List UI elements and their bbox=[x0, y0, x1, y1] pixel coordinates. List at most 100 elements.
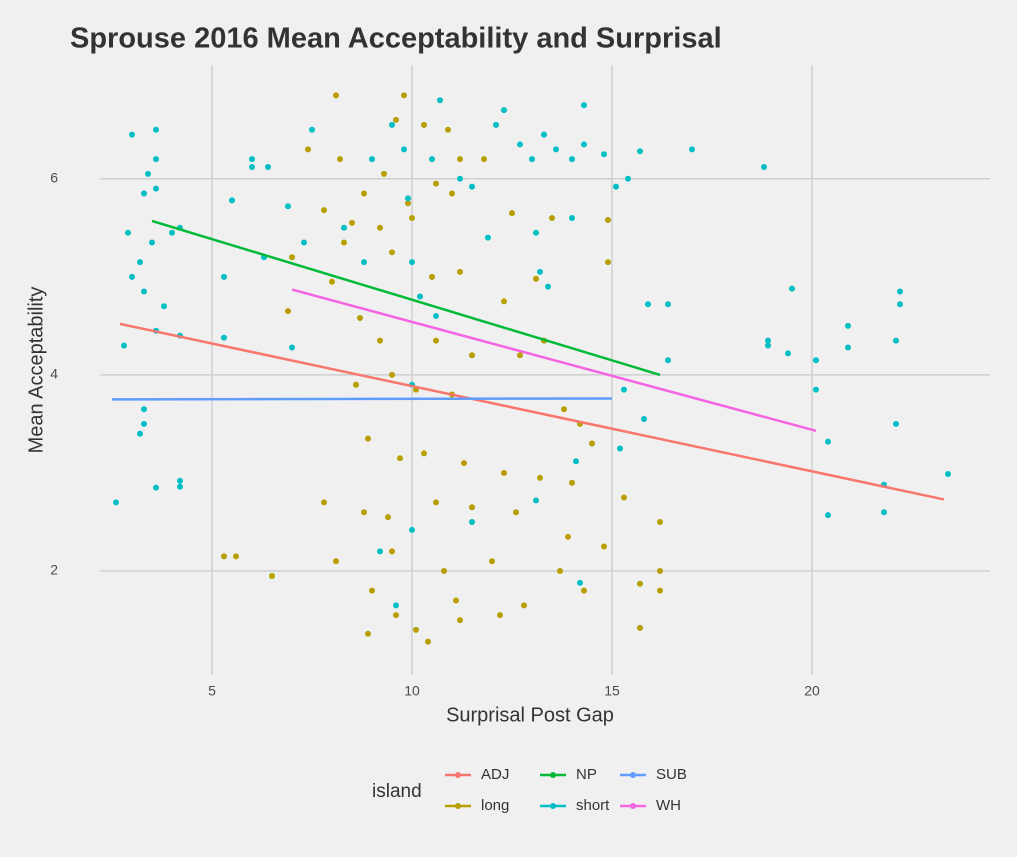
point bbox=[457, 268, 463, 275]
point bbox=[145, 170, 151, 177]
point bbox=[897, 301, 903, 308]
point bbox=[457, 156, 463, 163]
trend-line bbox=[119, 322, 945, 501]
point bbox=[389, 249, 395, 256]
point bbox=[893, 420, 899, 427]
legend-label: long bbox=[481, 797, 509, 814]
point bbox=[881, 509, 887, 516]
point bbox=[149, 239, 155, 246]
point bbox=[601, 151, 607, 158]
point bbox=[137, 259, 143, 266]
point bbox=[637, 148, 643, 155]
point bbox=[457, 175, 463, 182]
point bbox=[513, 509, 519, 516]
point bbox=[289, 344, 295, 351]
point bbox=[645, 301, 651, 308]
point bbox=[493, 121, 499, 128]
point bbox=[353, 381, 359, 388]
point bbox=[301, 239, 307, 246]
point bbox=[421, 121, 427, 128]
point bbox=[113, 499, 119, 506]
point bbox=[221, 273, 227, 280]
point bbox=[401, 146, 407, 153]
point bbox=[229, 197, 235, 204]
point bbox=[517, 352, 523, 359]
point bbox=[233, 553, 239, 560]
point bbox=[341, 224, 347, 231]
point bbox=[561, 406, 567, 413]
point bbox=[501, 298, 507, 305]
point bbox=[613, 183, 619, 190]
y-tick-label: 6 bbox=[50, 169, 58, 185]
point bbox=[845, 322, 851, 329]
point bbox=[621, 386, 627, 393]
legend-title: island bbox=[372, 781, 422, 802]
point bbox=[641, 416, 647, 423]
point bbox=[305, 146, 311, 153]
point bbox=[553, 146, 559, 153]
chart-title: Sprouse 2016 Mean Acceptability and Surp… bbox=[70, 23, 722, 55]
point bbox=[461, 460, 467, 467]
x-tick-label: 5 bbox=[208, 683, 216, 699]
point bbox=[249, 156, 255, 163]
point bbox=[285, 308, 291, 315]
point bbox=[361, 509, 367, 516]
point bbox=[265, 163, 271, 170]
point bbox=[657, 587, 663, 594]
point bbox=[813, 357, 819, 364]
point bbox=[365, 630, 371, 637]
point bbox=[509, 210, 515, 217]
point bbox=[893, 337, 899, 344]
point bbox=[129, 131, 135, 138]
legend-key bbox=[630, 772, 636, 778]
y-axis-title: Mean Acceptability bbox=[25, 287, 47, 454]
point bbox=[137, 430, 143, 437]
y-tick-label: 4 bbox=[50, 366, 58, 382]
point bbox=[621, 494, 627, 501]
point bbox=[665, 301, 671, 308]
legend-label: WH bbox=[656, 797, 681, 814]
point bbox=[121, 342, 127, 349]
point bbox=[269, 572, 275, 579]
point bbox=[413, 626, 419, 633]
legend-key bbox=[455, 772, 461, 778]
point bbox=[765, 342, 771, 349]
x-tick-label: 20 bbox=[804, 683, 820, 699]
point bbox=[389, 548, 395, 555]
point bbox=[765, 337, 771, 344]
point bbox=[533, 275, 539, 282]
point bbox=[501, 469, 507, 476]
point bbox=[409, 526, 415, 533]
point bbox=[625, 175, 631, 182]
point bbox=[441, 568, 447, 575]
point bbox=[825, 512, 831, 519]
point bbox=[533, 497, 539, 504]
legend-key bbox=[630, 803, 636, 809]
legend-label: SUB bbox=[656, 766, 687, 783]
point bbox=[357, 315, 363, 322]
x-axis-title: Surprisal Post Gap bbox=[446, 704, 614, 726]
trend-line bbox=[111, 397, 613, 401]
point bbox=[813, 386, 819, 393]
point bbox=[573, 458, 579, 465]
point bbox=[153, 484, 159, 491]
point bbox=[289, 254, 295, 261]
point bbox=[433, 313, 439, 320]
point bbox=[557, 568, 563, 575]
point bbox=[445, 126, 451, 133]
point bbox=[761, 163, 767, 170]
point bbox=[377, 224, 383, 231]
point bbox=[581, 102, 587, 109]
point bbox=[369, 587, 375, 594]
point bbox=[537, 268, 543, 275]
point bbox=[369, 156, 375, 163]
y-tick-label: 2 bbox=[50, 562, 58, 578]
point bbox=[825, 438, 831, 445]
point bbox=[601, 543, 607, 550]
point bbox=[349, 219, 355, 226]
point bbox=[393, 116, 399, 123]
point bbox=[689, 146, 695, 153]
point bbox=[429, 156, 435, 163]
point bbox=[309, 126, 315, 133]
point bbox=[433, 499, 439, 506]
